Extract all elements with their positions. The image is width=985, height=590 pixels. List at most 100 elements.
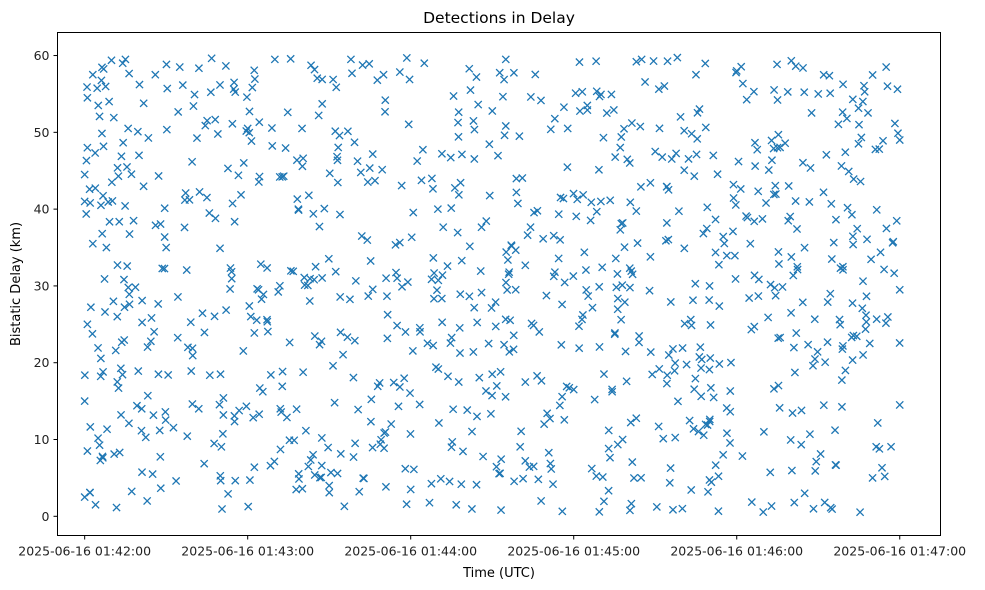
data-point-798	[378, 165, 387, 174]
data-point-603	[125, 230, 134, 239]
data-point-779	[216, 476, 225, 485]
data-point-453	[625, 158, 634, 168]
data-point-694	[606, 196, 615, 205]
data-point-79	[895, 400, 904, 410]
data-point-117	[701, 59, 710, 68]
data-point-766	[699, 431, 708, 440]
data-point-967	[318, 99, 327, 108]
data-point-297	[773, 95, 782, 105]
data-point-784	[559, 194, 568, 203]
data-point-858	[726, 358, 736, 367]
data-point-964	[819, 401, 828, 410]
data-point-599	[857, 133, 866, 142]
data-point-951	[356, 168, 365, 177]
data-point-761	[558, 507, 567, 516]
data-point-182	[691, 374, 700, 383]
data-point-989	[132, 401, 142, 410]
data-point-720	[793, 265, 802, 274]
data-point-689	[117, 338, 126, 347]
data-point-32	[230, 78, 239, 87]
data-point-16	[113, 377, 122, 386]
data-point-774	[93, 84, 102, 93]
data-point-993	[617, 132, 626, 142]
data-point-502	[632, 414, 641, 423]
data-point-872	[500, 75, 509, 84]
data-point-301	[299, 368, 308, 377]
data-point-862	[776, 333, 785, 342]
data-point-876	[745, 293, 754, 303]
data-point-748	[303, 281, 312, 290]
data-point-802	[183, 432, 192, 441]
data-point-526	[250, 463, 259, 472]
data-point-629	[454, 132, 463, 141]
data-point-546	[554, 254, 563, 263]
data-point-647	[124, 419, 133, 428]
data-point-562	[200, 328, 209, 337]
data-point-817	[109, 113, 118, 122]
data-point-631	[467, 504, 476, 514]
data-point-593	[453, 118, 463, 127]
data-point-424	[862, 317, 871, 326]
data-point-361	[375, 378, 384, 387]
data-point-61	[678, 504, 687, 513]
data-point-480	[256, 260, 265, 269]
data-point-518	[393, 321, 402, 330]
data-point-430	[443, 262, 452, 271]
data-point-612	[714, 507, 723, 516]
data-point-704	[487, 303, 496, 313]
data-point-788	[652, 502, 661, 511]
data-point-326	[641, 77, 650, 87]
x-tick-label: 2025-06-16 01:42:00	[18, 544, 151, 559]
data-point-345	[736, 184, 745, 194]
data-point-309	[719, 232, 728, 241]
data-point-494	[572, 212, 581, 221]
data-point-738	[789, 343, 798, 352]
data-point-209	[648, 370, 657, 379]
x-axis-title: Time (UTC)	[462, 566, 535, 581]
data-point-460	[713, 170, 722, 179]
data-point-984	[250, 75, 259, 84]
data-point-515	[517, 427, 526, 436]
data-point-869	[668, 505, 678, 514]
data-point-263	[807, 108, 816, 117]
data-point-476	[228, 199, 237, 208]
data-point-333	[637, 473, 646, 482]
data-point-287	[680, 126, 689, 135]
data-point-443	[477, 288, 486, 297]
data-point-156	[96, 354, 105, 363]
data-point-785	[94, 434, 103, 443]
data-point-543	[858, 97, 867, 106]
data-point-577	[701, 123, 710, 132]
data-point-579	[469, 116, 478, 125]
data-point-837	[304, 462, 313, 471]
data-point-910	[731, 200, 740, 210]
data-point-489	[454, 108, 463, 117]
data-point-461	[529, 208, 539, 217]
data-point-320	[622, 377, 631, 386]
data-point-758	[107, 56, 116, 65]
data-point-879	[774, 130, 783, 139]
data-point-670	[119, 275, 129, 284]
data-point-845	[697, 392, 706, 401]
data-point-218	[86, 198, 95, 208]
data-point-586	[367, 395, 376, 404]
data-point-200	[668, 344, 677, 353]
data-point-623	[559, 103, 568, 112]
data-point-681	[359, 474, 368, 483]
data-point-368	[662, 379, 671, 388]
data-point-355	[113, 261, 122, 270]
data-point-284	[134, 367, 143, 376]
data-point-693	[628, 270, 637, 279]
data-point-674	[854, 139, 863, 148]
data-point-859	[301, 426, 310, 435]
data-point-780	[747, 498, 756, 507]
data-point-679	[227, 274, 236, 283]
y-tick-label: 20	[34, 355, 50, 370]
data-point-338	[750, 271, 759, 280]
data-point-77	[895, 135, 904, 145]
data-point-719	[810, 315, 819, 324]
data-point-432	[587, 464, 596, 473]
data-point-922	[247, 136, 256, 146]
data-point-466	[310, 332, 319, 341]
data-point-306	[788, 408, 797, 418]
